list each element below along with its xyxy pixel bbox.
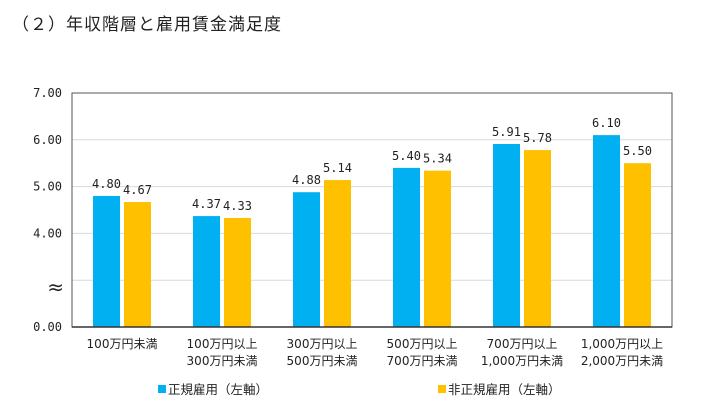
chart-title: （２）年収階層と雇用賃金満足度	[12, 15, 282, 35]
x-category-label: 100万円以上	[187, 337, 258, 351]
axis-break-symbol: ≈	[47, 275, 64, 299]
bar-nonregular	[424, 170, 451, 327]
bar-regular	[93, 195, 120, 327]
data-label: 5.34	[423, 152, 452, 166]
bar-regular	[393, 167, 420, 327]
x-category-label: 700万円未満	[387, 354, 458, 368]
x-category-label: 300万円未満	[187, 354, 258, 368]
legend-swatch	[158, 385, 166, 393]
data-label: 4.80	[92, 177, 121, 191]
legend-swatch	[438, 385, 446, 393]
x-category-label: 1,000万円未満	[481, 354, 563, 368]
x-category-label: 2,000万円未満	[581, 354, 663, 368]
data-label: 5.50	[623, 144, 652, 158]
plot-area-frame	[71, 92, 673, 328]
x-category-label: 500万円以上	[387, 337, 458, 351]
bar-nonregular	[224, 217, 251, 327]
data-label: 5.91	[492, 125, 521, 139]
bar-regular	[493, 144, 520, 327]
x-category-label: 300万円以上	[287, 337, 358, 351]
x-category-label: 1,000万円以上	[581, 337, 663, 351]
y-tick-label: 4.00	[33, 226, 62, 240]
bar-regular	[193, 216, 220, 327]
y-tick-label: 7.00	[33, 86, 62, 100]
data-label: 5.40	[392, 149, 421, 163]
bar-nonregular	[124, 202, 151, 327]
data-label: 4.33	[223, 199, 252, 213]
data-label: 4.67	[123, 183, 152, 197]
y-tick-label: 5.00	[33, 180, 62, 194]
data-label: 4.88	[292, 173, 321, 187]
x-category-label: 100万円未満	[87, 337, 158, 351]
data-label: 5.14	[323, 161, 352, 175]
bar-nonregular	[524, 150, 551, 327]
legend-label: 非正規雇用（左軸）	[448, 382, 561, 397]
bar-nonregular	[324, 180, 351, 327]
data-label: 5.78	[523, 131, 552, 145]
data-label: 6.10	[592, 116, 621, 130]
legend-label: 正規雇用（左軸）	[168, 382, 268, 397]
bar-regular	[293, 192, 320, 327]
bar-nonregular	[624, 163, 651, 327]
data-label: 4.37	[192, 197, 221, 211]
y-tick-label: 0.00	[33, 320, 62, 334]
y-tick-label: 6.00	[33, 133, 62, 147]
x-category-label: 500万円未満	[287, 354, 358, 368]
x-category-label: 700万円以上	[487, 337, 558, 351]
bar-regular	[593, 135, 620, 327]
